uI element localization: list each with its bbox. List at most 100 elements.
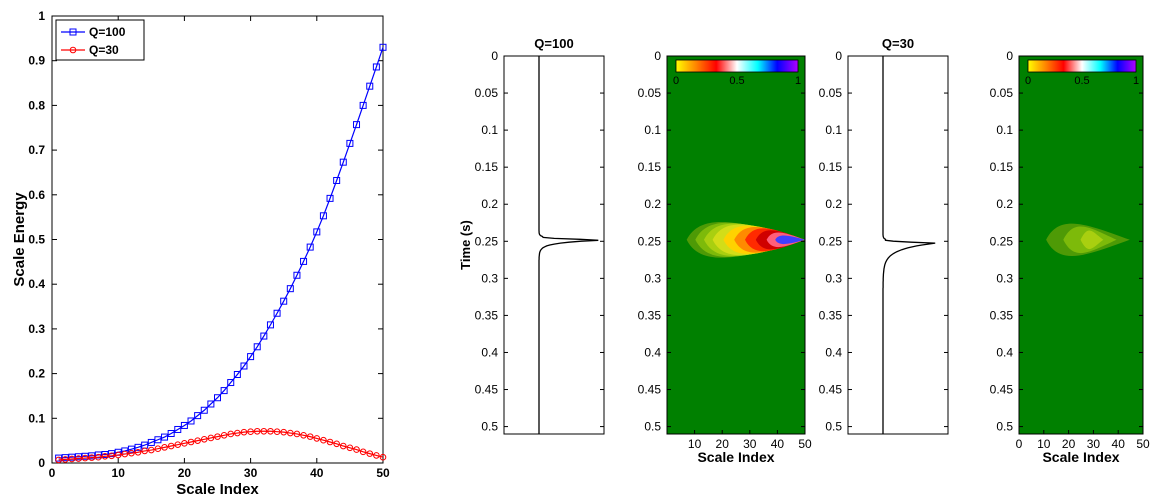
data-point — [353, 446, 360, 453]
y-tick-label: 0 — [491, 49, 498, 63]
data-point — [95, 453, 102, 461]
energy-contour — [1080, 230, 1104, 250]
data-point — [379, 43, 387, 51]
y-tick-label: 0.45 — [475, 383, 499, 397]
data-point — [273, 309, 281, 317]
data-point — [167, 429, 175, 437]
y-tick-label: 0.25 — [819, 234, 843, 248]
data-point — [233, 370, 241, 378]
data-point — [326, 438, 334, 446]
data-point — [333, 440, 340, 448]
y-tick-label: 0.25 — [638, 234, 662, 248]
data-point — [55, 454, 63, 462]
data-point — [61, 454, 69, 462]
q100-trace: 0 0.05 0.1 0.15 0.2 0.25 0.3 0.35 0.4 0.45 0.5 Q=10… — [458, 36, 605, 435]
x-tick-label: 50 — [798, 437, 812, 451]
x-tick-label: 40 — [310, 466, 324, 480]
x-axis-label: Scale Index — [697, 449, 774, 465]
data-point — [75, 455, 82, 462]
data-point — [167, 442, 175, 450]
x-tick-label: 30 — [1087, 437, 1101, 451]
data-point — [161, 444, 168, 451]
y-tick-label: 0 — [654, 49, 661, 63]
y-tick-label: 0.5 — [28, 233, 45, 247]
data-point — [88, 452, 96, 460]
x-tick-label: 10 — [1037, 437, 1051, 451]
data-point — [68, 453, 76, 461]
data-point — [293, 271, 301, 279]
x-tick-label: 40 — [771, 437, 785, 451]
data-point — [81, 454, 89, 462]
y-tick-label: 0.15 — [990, 160, 1014, 174]
x-tick-label: 0 — [1016, 437, 1023, 451]
data-point — [359, 448, 367, 456]
panel-title: Q=30 — [882, 36, 914, 51]
data-point — [287, 429, 294, 437]
data-point — [161, 433, 169, 441]
y-tick-label: 0.35 — [819, 308, 843, 322]
y-tick-label: 1 — [38, 9, 45, 23]
data-point — [174, 441, 182, 448]
data-point — [154, 436, 162, 444]
y-tick-label: 0.3 — [28, 322, 45, 336]
y-tick-label: 0.15 — [819, 160, 843, 174]
x-tick-label: 10 — [112, 466, 126, 480]
x-axis-label: Scale Index — [176, 481, 259, 498]
data-point — [266, 321, 274, 329]
data-point — [207, 434, 215, 442]
colorbar-tick-label: 0 — [1025, 75, 1031, 87]
y-tick-label: 0.1 — [644, 123, 661, 137]
trace-plot-area — [503, 55, 605, 435]
y-tick-label: 0.9 — [28, 54, 45, 68]
y-tick-label: 0.5 — [644, 420, 661, 434]
data-point — [267, 427, 274, 435]
x-tick-label: 20 — [1062, 437, 1076, 451]
x-tick-label: 30 — [743, 437, 757, 451]
data-point — [260, 427, 268, 435]
legend-label: Q=100 — [89, 25, 126, 39]
colorbar-tick-label: 1 — [1133, 75, 1139, 87]
y-tick-label: 0.3 — [481, 271, 498, 285]
colorbar-tick-label: 0.5 — [1074, 75, 1089, 87]
y-tick-label: 0.3 — [644, 271, 661, 285]
data-point — [68, 455, 76, 463]
y-tick-label: 0.05 — [819, 86, 843, 100]
legend-marker — [69, 46, 77, 54]
data-point — [154, 445, 162, 452]
data-point — [346, 139, 354, 147]
data-point — [346, 444, 354, 452]
data-point — [306, 433, 314, 440]
x-tick-label: 20 — [716, 437, 730, 451]
colorbar — [1027, 59, 1137, 73]
y-axis-label: Time (s) — [458, 220, 473, 270]
data-point — [227, 430, 235, 438]
q100-heatmap: 00.050.10.150.20.250.30.350.40.450.510 20… — [638, 49, 812, 465]
data-point — [379, 453, 387, 461]
data-point — [207, 400, 215, 408]
q30-heatmap: 00.050.10.150.20.250.30.350.40.450.50 10 2… — [990, 49, 1150, 465]
data-point — [101, 452, 109, 460]
x-tick-label: 40 — [1112, 437, 1126, 451]
data-point — [359, 101, 367, 109]
data-point — [320, 436, 327, 444]
legend: Q=100 Q=30 — [55, 19, 145, 61]
y-tick-label: 0 — [1006, 49, 1013, 63]
data-point — [300, 431, 307, 439]
legend-box — [55, 19, 145, 61]
data-point — [247, 353, 255, 361]
y-tick-label: 0.35 — [475, 308, 499, 322]
series-line — [58, 430, 384, 461]
data-point — [214, 394, 221, 402]
y-tick-label: 0.5 — [825, 420, 842, 434]
y-tick-label: 0.25 — [475, 234, 499, 248]
y-tick-label: 0.2 — [481, 197, 498, 211]
data-point — [280, 428, 288, 436]
data-point — [253, 427, 261, 435]
data-point — [81, 452, 89, 460]
data-point — [293, 430, 301, 438]
data-point — [313, 228, 321, 236]
y-tick-label: 0.1 — [825, 123, 842, 137]
data-point — [319, 212, 327, 220]
y-tick-label: 0.45 — [990, 383, 1014, 397]
